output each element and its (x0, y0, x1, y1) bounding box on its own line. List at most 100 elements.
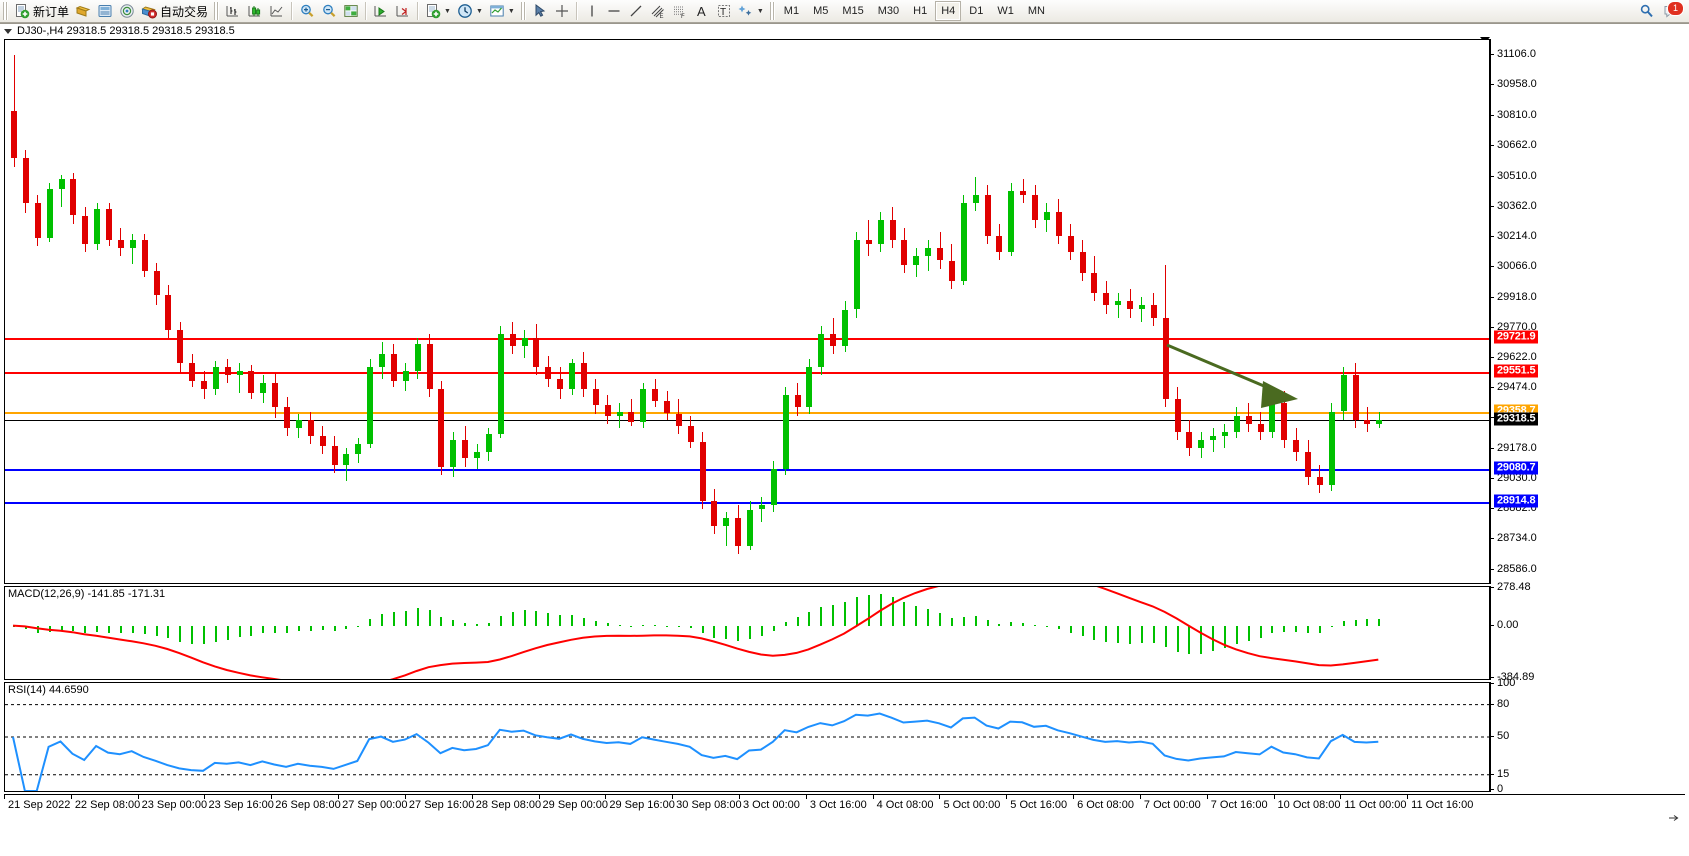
chart-shift-button[interactable] (392, 1, 414, 21)
chevron-down-icon[interactable]: ▼ (444, 7, 451, 15)
macd-bar (1235, 625, 1238, 644)
zoom-in-button[interactable] (296, 1, 318, 21)
macd-tick-label: 278.48 (1497, 581, 1531, 593)
market-watch-button[interactable] (72, 1, 94, 21)
price-line-support[interactable] (5, 468, 1489, 471)
time-tick (672, 795, 674, 799)
chart-menu-triangle-icon[interactable] (4, 28, 12, 34)
timeframe-d1[interactable]: D1 (969, 5, 984, 17)
price-line-support[interactable] (5, 502, 1489, 505)
chart-symbol-ohlc: DJ30-,H4 29318.5 29318.5 29318.5 29318.5 (17, 25, 235, 37)
data-window-button[interactable] (94, 1, 116, 21)
toolbar-grip[interactable] (3, 2, 8, 20)
timeframe-m5[interactable]: M5 (813, 5, 829, 17)
macd-bar (1378, 618, 1381, 626)
chat-icon[interactable]: 1 (1663, 1, 1684, 19)
timeframe-m15[interactable]: M15 (842, 5, 864, 17)
timeframe-m1[interactable]: M1 (783, 5, 800, 17)
macd-bar (820, 606, 823, 626)
macd-bar (1223, 625, 1226, 649)
timeframe-mn[interactable]: MN (1027, 5, 1045, 17)
toolbar-grip-4[interactable] (769, 2, 775, 20)
price-tick (1490, 508, 1494, 510)
scroll-indicator-icon[interactable] (1669, 815, 1679, 821)
horizontal-line-button[interactable] (603, 1, 625, 21)
price-label-support[interactable]: 28914.8 (1494, 494, 1539, 508)
crosshair-tool-button[interactable] (551, 1, 573, 21)
line-chart-button[interactable] (266, 1, 288, 21)
rsi-tick-label: 0 (1497, 783, 1504, 795)
templates-button[interactable]: ▼ (486, 1, 518, 21)
price-line-resistance[interactable] (5, 372, 1489, 375)
cursor-tool-button[interactable] (529, 1, 551, 21)
bar-chart-icon (225, 3, 241, 19)
price-line-current-price[interactable] (5, 419, 1489, 421)
navigator-button[interactable] (116, 1, 138, 21)
trendline-button[interactable] (625, 1, 647, 21)
add-indicator-button[interactable]: ▼ (422, 1, 454, 21)
price-label-resistance[interactable]: 29551.5 (1494, 364, 1539, 378)
grid-button[interactable] (340, 1, 362, 21)
macd-bar (832, 604, 835, 626)
price-pane[interactable] (4, 39, 1490, 584)
chevron-down-icon-2[interactable]: ▼ (475, 7, 483, 15)
label-tool-button[interactable]: T (713, 1, 735, 21)
macd-bar (381, 613, 383, 626)
macd-bar (274, 625, 277, 633)
period-button[interactable]: ▼ (454, 1, 486, 21)
price-line-pivot[interactable] (5, 411, 1489, 414)
chevron-down-icon-4[interactable]: ▼ (756, 7, 764, 15)
macd-bar (713, 625, 716, 638)
macd-bar (155, 625, 158, 636)
toolbar-grip-2[interactable] (214, 2, 220, 20)
macd-bar (72, 625, 75, 632)
time-axis[interactable]: 21 Sep 2022 22 Sep 08:00 23 Sep 00:00 23 Se… (4, 794, 1685, 835)
macd-bar (1200, 625, 1203, 654)
price-label-resistance[interactable]: 29721.9 (1494, 330, 1539, 344)
price-label-support[interactable]: 29080.7 (1494, 461, 1539, 475)
price-axis[interactable]: 31106.0 30958.0 30810.0 30662.0 30510.0 30362… (1490, 39, 1685, 584)
timeframe-h4[interactable]: H4 (935, 1, 962, 21)
rsi-axis[interactable]: 100 80 50 15 0 (1490, 677, 1685, 795)
shapes-icon (738, 3, 754, 19)
price-line-resistance[interactable] (5, 337, 1489, 340)
new-order-button[interactable]: 新订单 (11, 1, 72, 21)
auto-scroll-button[interactable] (370, 1, 392, 21)
price-tick (1490, 205, 1494, 207)
shapes-button[interactable]: ▼ (735, 1, 767, 21)
price-label-current-price[interactable]: 29318.5 (1494, 412, 1539, 426)
macd-bar (487, 623, 490, 626)
equidistant-channel-button[interactable]: E (647, 1, 669, 21)
time-tick (1206, 795, 1208, 799)
macd-bar (238, 625, 241, 637)
timeframe-h1[interactable]: H1 (913, 5, 928, 17)
add-indicator-icon (425, 3, 441, 19)
text-tool-button[interactable]: A (691, 1, 713, 21)
time-tick (271, 795, 273, 799)
time-label: 7 Oct 00:00 (1143, 799, 1201, 811)
macd-bar (345, 625, 348, 630)
bar-chart-button[interactable] (222, 1, 244, 21)
macd-axis[interactable]: 278.48 0.00 -384.89 (1490, 581, 1685, 683)
search-icon[interactable] (1639, 3, 1655, 19)
auto-trading-button[interactable]: 自动交易 (138, 1, 211, 21)
macd-bar (642, 624, 645, 626)
macd-bar (1247, 625, 1250, 641)
vertical-line-button[interactable] (581, 1, 603, 21)
zoom-out-button[interactable] (318, 1, 340, 21)
fibonacci-button[interactable]: F (669, 1, 691, 21)
time-label: 11 Oct 00:00 (1344, 799, 1407, 811)
chevron-down-icon-3[interactable]: ▼ (507, 7, 515, 15)
timeframe-m30[interactable]: M30 (877, 5, 900, 17)
timeframe-w1[interactable]: W1 (997, 5, 1014, 17)
time-label: 4 Oct 08:00 (876, 799, 934, 811)
candlestick-button[interactable] (244, 1, 266, 21)
price-tick (1490, 417, 1494, 419)
time-tick (338, 795, 340, 799)
macd-pane[interactable]: MACD(12,26,9) -141.85 -171.31 (4, 586, 1490, 680)
macd-bar (974, 616, 977, 626)
price-tick-label: 28734.0 (1497, 532, 1537, 545)
toolbar-grip-3[interactable] (520, 2, 526, 20)
chart-shift-icon (395, 3, 411, 19)
rsi-pane[interactable]: RSI(14) 44.6590 (4, 682, 1490, 792)
